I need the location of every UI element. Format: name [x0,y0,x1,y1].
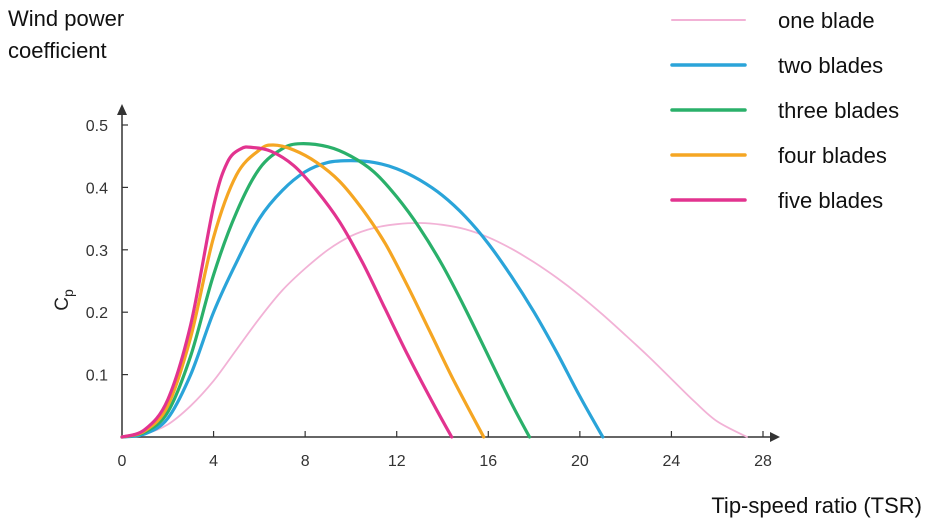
y-tick-label: 0.3 [86,243,108,260]
y-axis-arrow [117,104,127,115]
y-axis-label-main: C [52,297,73,311]
y-tick-label: 0.4 [86,180,108,197]
x-tick-label: 4 [209,453,218,470]
y-axis-label: Cp [52,289,76,311]
x-tick-label: 28 [754,453,772,470]
x-axis-arrow [770,432,780,442]
legend-label-two-blades: two blades [778,53,883,78]
x-tick-label: 24 [663,453,681,470]
x-tick-label: 20 [571,453,589,470]
axes: 0 4 8 12 16 20 24 28 0.1 0.2 0.3 0.4 0.5 Cp [52,104,780,470]
y-tick-label: 0.2 [86,305,108,322]
series-line-five-blades [120,145,454,439]
y-tick-label: 0.1 [86,368,108,385]
series-layer [120,142,748,439]
chart-title-line-1: Wind power [8,6,125,31]
y-axis-label-subscript: p [60,289,76,297]
legend-label-five-blades: five blades [778,188,883,213]
x-tick-label: 16 [479,453,497,470]
series-line-one-blade [121,222,748,438]
series-line-two-blades [120,159,605,439]
chart-title-line-2: coefficient [8,38,107,63]
legend: one blade two blades three blades four blad… [670,8,899,213]
x-tick-label: 8 [301,453,310,470]
legend-label-three-blades: three blades [778,98,899,123]
x-tick-label: 0 [118,453,127,470]
x-tick-label: 12 [388,453,406,470]
y-tick-label: 0.5 [86,118,108,135]
x-axis-label: Tip-speed ratio (TSR) [711,493,922,518]
series-line-four-blades [120,143,486,439]
legend-label-four-blades: four blades [778,143,887,168]
series-line-three-blades [120,142,532,439]
legend-label-one-blade: one blade [778,8,875,33]
